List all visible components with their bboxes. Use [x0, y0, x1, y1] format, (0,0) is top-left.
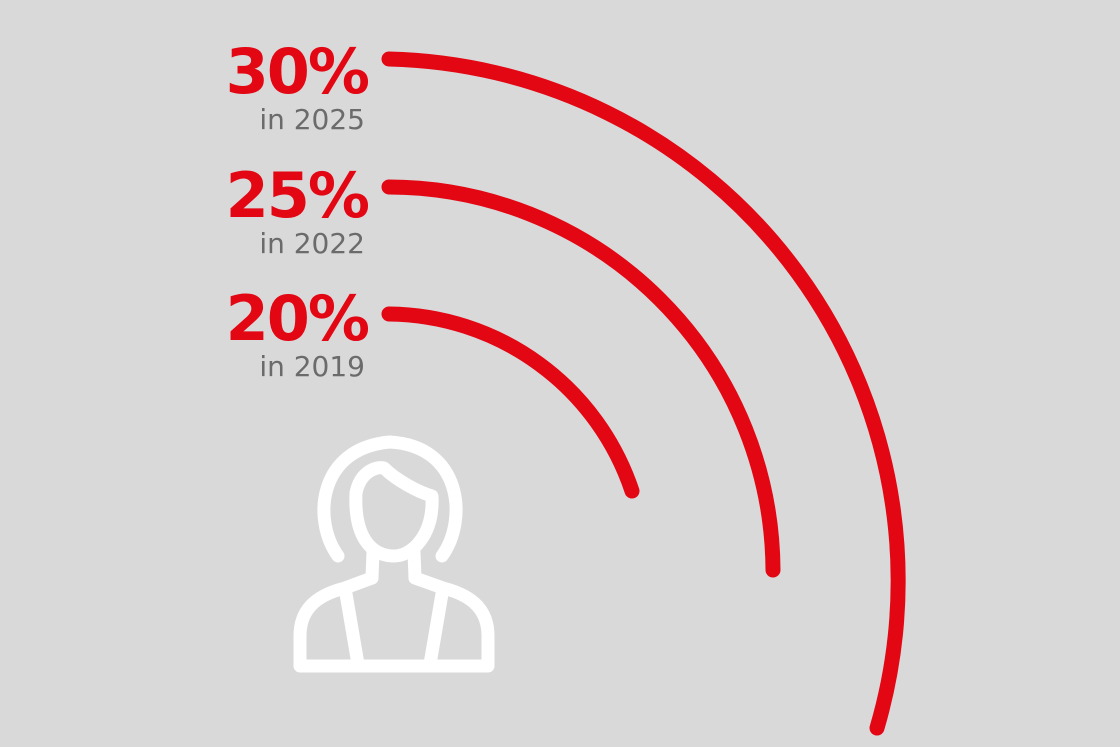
stat-2025: 30% in 2025 — [225, 35, 370, 136]
arc-30-percent — [381, 51, 906, 736]
stat-2022: 25% in 2022 — [225, 159, 370, 260]
stat-year-label: in 2022 — [259, 227, 365, 260]
stat-year-label: in 2019 — [259, 350, 365, 383]
stat-year-label: in 2025 — [259, 103, 365, 136]
arcs — [381, 51, 906, 736]
arc-25-percent — [381, 179, 781, 578]
woman-avatar-icon — [293, 435, 495, 673]
stat-value: 30% — [225, 35, 370, 108]
stat-value: 25% — [225, 159, 370, 232]
arc-20-percent — [381, 306, 640, 499]
stat-value: 20% — [225, 282, 370, 355]
stat-2019: 20% in 2019 — [225, 282, 370, 383]
